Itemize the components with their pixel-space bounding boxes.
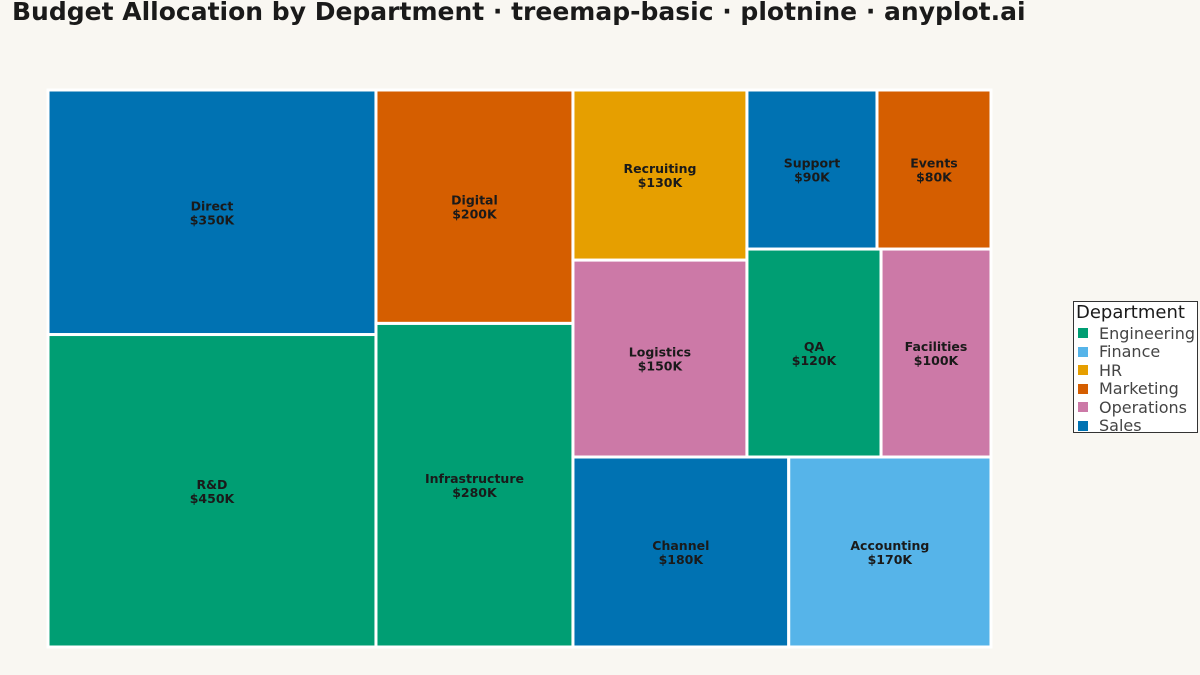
tile-facilities: Facilities$100K — [879, 247, 993, 459]
tile-direct: Direct$350K — [46, 88, 378, 337]
legend-item-hr: HR — [1078, 360, 1123, 380]
tile-rect-events — [875, 88, 993, 251]
tile-value-events: $80K — [916, 170, 953, 185]
tile-rect-support — [745, 88, 879, 251]
tile-randd: R&D$450K — [46, 333, 378, 649]
legend-item-engineering: Engineering — [1078, 323, 1195, 343]
tile-qa: QA$120K — [745, 247, 883, 459]
tile-rect-digital — [374, 88, 575, 325]
treemap-tiles: R&D$450KDirect$350KInfrastructure$280KDi… — [46, 88, 993, 649]
tile-value-qa: $120K — [792, 353, 838, 368]
tile-value-randd: $450K — [190, 491, 236, 506]
legend-title: Department — [1076, 302, 1185, 323]
legend-key-engineering — [1078, 328, 1088, 338]
tile-value-infrastructure: $280K — [452, 485, 498, 500]
tile-name-randd: R&D — [197, 477, 228, 492]
tile-name-direct: Direct — [191, 198, 234, 213]
tile-name-channel: Channel — [652, 538, 709, 553]
legend-key-hr — [1078, 365, 1088, 375]
legend-item-operations: Operations — [1078, 397, 1187, 417]
legend-key-sales — [1078, 420, 1088, 431]
tile-events: Events$80K — [875, 88, 993, 251]
tile-name-accounting: Accounting — [850, 538, 929, 553]
legend-label-operations: Operations — [1099, 397, 1187, 417]
tile-channel: Channel$180K — [571, 455, 791, 649]
legend-label-engineering: Engineering — [1099, 323, 1195, 343]
tile-name-qa: QA — [804, 339, 825, 354]
tile-value-support: $90K — [794, 170, 831, 185]
tile-rect-recruiting — [571, 88, 749, 262]
legend-key-finance — [1078, 346, 1088, 357]
tile-rect-accounting — [787, 455, 993, 649]
tile-rect-direct — [46, 88, 378, 337]
tile-value-digital: $200K — [452, 207, 498, 222]
legend-key-marketing — [1078, 383, 1088, 394]
tile-name-facilities: Facilities — [905, 339, 968, 354]
tile-logistics: Logistics$150K — [571, 258, 749, 459]
tile-recruiting: Recruiting$130K — [571, 88, 749, 262]
tile-support: Support$90K — [745, 88, 879, 251]
tile-infrastructure: Infrastructure$280K — [374, 321, 575, 649]
tile-name-support: Support — [784, 156, 841, 171]
legend-label-finance: Finance — [1099, 342, 1161, 361]
tile-rect-randd — [46, 333, 378, 649]
tile-name-events: Events — [910, 156, 957, 171]
tile-name-logistics: Logistics — [629, 345, 691, 360]
tile-value-recruiting: $130K — [638, 175, 684, 190]
tile-rect-infrastructure — [374, 321, 575, 649]
tile-accounting: Accounting$170K — [787, 455, 993, 649]
tile-name-infrastructure: Infrastructure — [425, 471, 524, 486]
legend-label-marketing: Marketing — [1099, 379, 1179, 398]
legend-key-operations — [1078, 402, 1088, 412]
tile-rect-logistics — [571, 258, 749, 459]
tile-name-recruiting: Recruiting — [623, 161, 696, 176]
tile-digital: Digital$200K — [374, 88, 575, 325]
tile-value-facilities: $100K — [914, 353, 960, 368]
tile-value-channel: $180K — [659, 552, 705, 567]
chart-title: Budget Allocation by Department · treema… — [12, 0, 1026, 26]
legend-item-finance: Finance — [1078, 342, 1161, 361]
legend: Department Engineering Finance HR Market… — [1073, 301, 1198, 435]
legend-label-hr: HR — [1099, 360, 1123, 380]
tile-name-digital: Digital — [451, 193, 498, 208]
tile-rect-qa — [745, 247, 883, 459]
tile-rect-channel — [571, 455, 791, 649]
legend-item-sales: Sales — [1078, 416, 1142, 435]
legend-label-sales: Sales — [1099, 416, 1142, 435]
tile-value-accounting: $170K — [868, 552, 914, 567]
tile-value-direct: $350K — [190, 212, 236, 227]
tile-value-logistics: $150K — [638, 359, 684, 374]
legend-item-marketing: Marketing — [1078, 379, 1179, 398]
